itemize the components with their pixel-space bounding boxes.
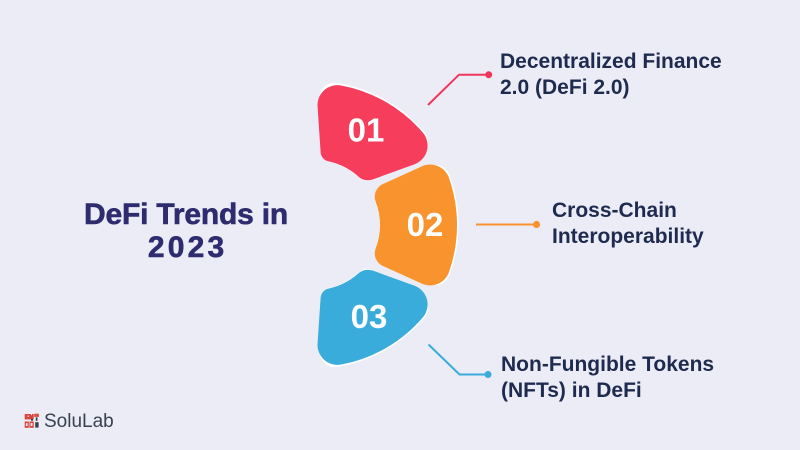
svg-text:02: 02 bbox=[407, 206, 444, 243]
svg-text:01: 01 bbox=[348, 112, 385, 149]
svg-text:03: 03 bbox=[351, 298, 388, 335]
